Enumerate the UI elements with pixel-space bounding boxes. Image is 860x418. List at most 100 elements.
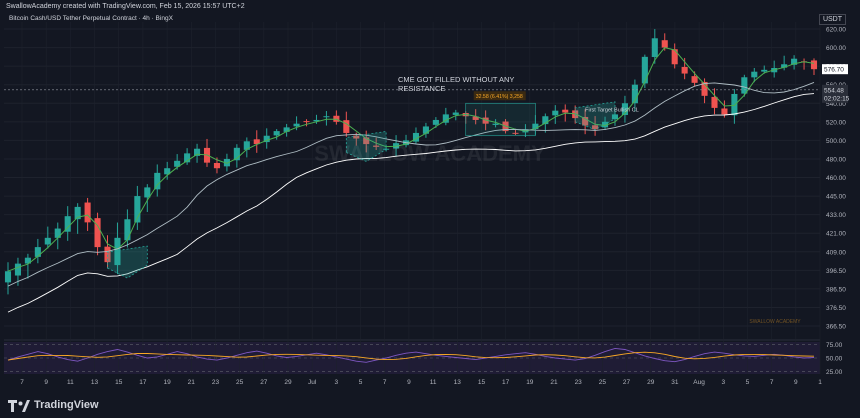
candle: [472, 109, 479, 125]
x-tick-label: 11: [430, 379, 437, 386]
candle: [303, 119, 310, 127]
countdown-value: 02:02:15: [824, 95, 850, 102]
candle-body: [621, 103, 628, 115]
rsi-tick-label: 50.00: [826, 356, 843, 363]
candle-body: [184, 153, 191, 163]
candle-body: [810, 60, 818, 70]
pattern-zone: [574, 101, 616, 131]
candle: [223, 153, 230, 172]
x-tick-label: 19: [163, 379, 171, 386]
candle-body: [94, 218, 101, 248]
candle-body: [592, 125, 599, 130]
candle-body: [124, 219, 131, 241]
watermark: SWALLOW ACADEMY: [314, 141, 546, 166]
y-tick-label: 433.00: [826, 212, 846, 219]
candle: [363, 130, 370, 153]
candle: [631, 79, 638, 112]
candle-body: [84, 202, 91, 223]
candle-body: [313, 119, 320, 122]
y-tick-label: 600.00: [826, 45, 846, 52]
tradingview-mark-icon: [8, 399, 30, 412]
candle: [24, 253, 31, 279]
measure-label-bg: [473, 91, 526, 101]
last-price-tag: [822, 64, 848, 75]
x-tick-label: 17: [502, 379, 510, 386]
candle-body: [24, 257, 31, 264]
candle-body: [74, 206, 81, 220]
y-tick-label: 396.50: [826, 268, 846, 275]
candle-body: [243, 141, 250, 150]
candle-body: [422, 126, 429, 134]
candle: [323, 110, 330, 126]
x-tick-label: 7: [770, 379, 774, 386]
x-tick-label: 3: [721, 379, 725, 386]
y-tick-label: 376.50: [826, 305, 846, 312]
symbol-title: Bitcoin Cash/USD Tether Perpetual Contra…: [9, 15, 173, 22]
candle-body: [144, 187, 151, 198]
x-tick-label: 21: [550, 379, 558, 386]
candle: [711, 88, 718, 115]
x-tick-label: 19: [526, 379, 534, 386]
x-tick-label: 29: [284, 379, 292, 386]
candle-body: [412, 132, 420, 142]
x-tick-label: 29: [647, 379, 655, 386]
candle-body: [731, 93, 738, 116]
candle-body: [651, 38, 658, 58]
candle: [492, 119, 499, 128]
cme-annotation-line1: CME GOT FILLED WITHOUT ANY: [398, 75, 514, 84]
candle-body: [721, 108, 728, 115]
candle: [353, 132, 360, 146]
candle-body: [611, 114, 619, 120]
candle: [243, 137, 250, 158]
x-tick-label: 15: [478, 379, 486, 386]
candle: [164, 161, 171, 180]
candle-body: [333, 115, 340, 122]
x-tick-label: Aug: [693, 379, 705, 386]
currency-badge[interactable]: USDT: [818, 14, 846, 25]
candle-body: [213, 162, 221, 169]
candle: [442, 107, 449, 126]
candle-body: [343, 120, 350, 133]
level-value: 554.48: [824, 87, 844, 94]
candle-body: [631, 84, 638, 104]
candle-body: [711, 96, 718, 108]
y-tick-label: 620.00: [826, 27, 846, 34]
candle: [333, 110, 340, 125]
x-tick-label: 9: [407, 379, 411, 386]
rsi-line: [7, 347, 815, 363]
candle: [184, 148, 191, 165]
candle-body: [512, 132, 519, 134]
pattern-zone: [107, 245, 148, 279]
candle-body: [54, 228, 61, 238]
y-tick-label: 460.00: [826, 175, 846, 182]
tradingview-logo[interactable]: TradingView: [8, 399, 99, 412]
candle: [84, 197, 91, 231]
candle-body: [701, 81, 708, 96]
measure-box: [465, 102, 536, 137]
candle: [651, 29, 658, 64]
x-tick-label: 3: [335, 379, 339, 386]
candle: [44, 226, 51, 249]
candle: [761, 65, 768, 74]
candle-body: [691, 76, 698, 83]
candle-body: [582, 116, 589, 126]
candle: [144, 184, 151, 213]
x-tick-label: 13: [454, 379, 462, 386]
candle: [233, 144, 240, 168]
x-tick-label: 27: [260, 379, 268, 386]
x-tick-label: 17: [139, 379, 147, 386]
rsi-tick-label: 75.00: [826, 342, 843, 349]
candle-body: [751, 71, 758, 78]
pattern-zone: [345, 130, 387, 162]
candle-body: [233, 147, 240, 161]
candle-body: [174, 160, 181, 167]
x-tick-label: 7: [20, 379, 24, 386]
candle: [313, 114, 320, 124]
candle-body: [223, 158, 230, 167]
candle-body: [154, 172, 161, 190]
x-tick-label: 21: [188, 379, 196, 386]
candle-body: [363, 137, 370, 145]
candle-body: [303, 121, 310, 123]
